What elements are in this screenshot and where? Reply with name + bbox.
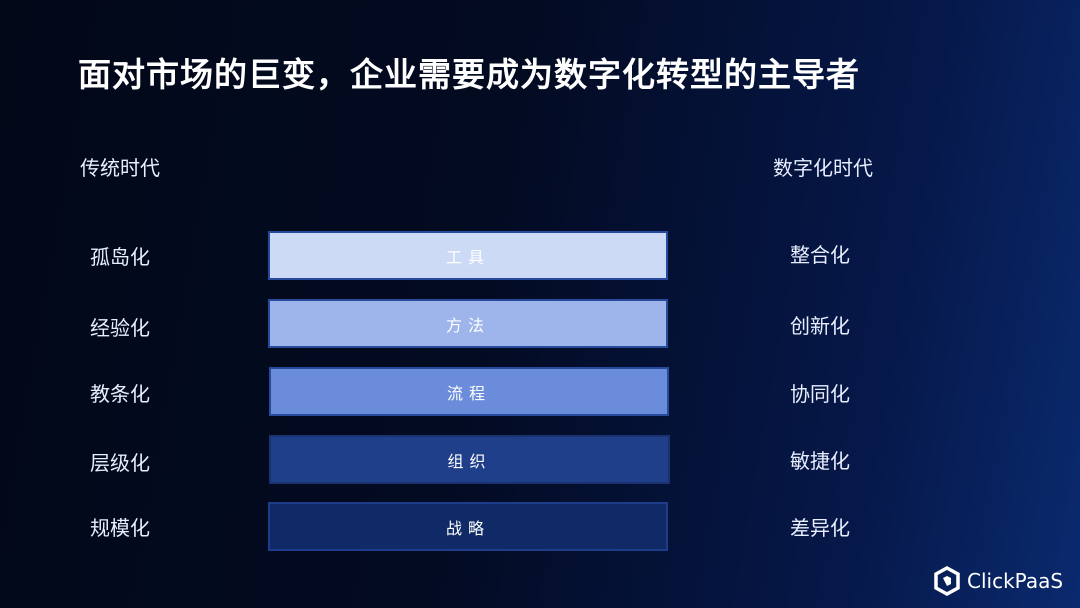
left-item: 教条化 bbox=[90, 382, 150, 406]
brand-logo: ClickPaaS bbox=[933, 566, 1063, 596]
layer-bar: 组织 bbox=[269, 435, 670, 484]
clickpaas-logo-icon bbox=[934, 566, 960, 596]
right-item: 差异化 bbox=[790, 516, 850, 540]
layer-label: 方法 bbox=[445, 315, 490, 335]
page-title: 面对市场的巨变，企业需要成为数字化转型的主导者 bbox=[78, 55, 860, 94]
layer-label: 组织 bbox=[447, 451, 492, 471]
left-item: 经验化 bbox=[90, 316, 150, 340]
layer-bar: 战略 bbox=[268, 502, 668, 551]
layer-bar: 流程 bbox=[269, 367, 669, 416]
right-item: 整合化 bbox=[790, 243, 850, 267]
left-header: 传统时代 bbox=[80, 156, 160, 180]
left-item: 规模化 bbox=[90, 516, 150, 540]
right-header: 数字化时代 bbox=[773, 156, 873, 180]
left-item: 孤岛化 bbox=[90, 245, 150, 269]
right-item: 敏捷化 bbox=[790, 449, 850, 473]
layer-bar: 方法 bbox=[268, 299, 668, 348]
right-item: 创新化 bbox=[790, 314, 850, 338]
layer-label: 战略 bbox=[445, 518, 490, 538]
layer-bar: 工具 bbox=[268, 231, 668, 280]
layer-label: 工具 bbox=[445, 247, 490, 267]
right-item: 协同化 bbox=[790, 382, 850, 406]
layer-label: 流程 bbox=[446, 383, 491, 403]
left-item: 层级化 bbox=[90, 451, 150, 475]
brand-name: ClickPaaS bbox=[967, 569, 1064, 593]
